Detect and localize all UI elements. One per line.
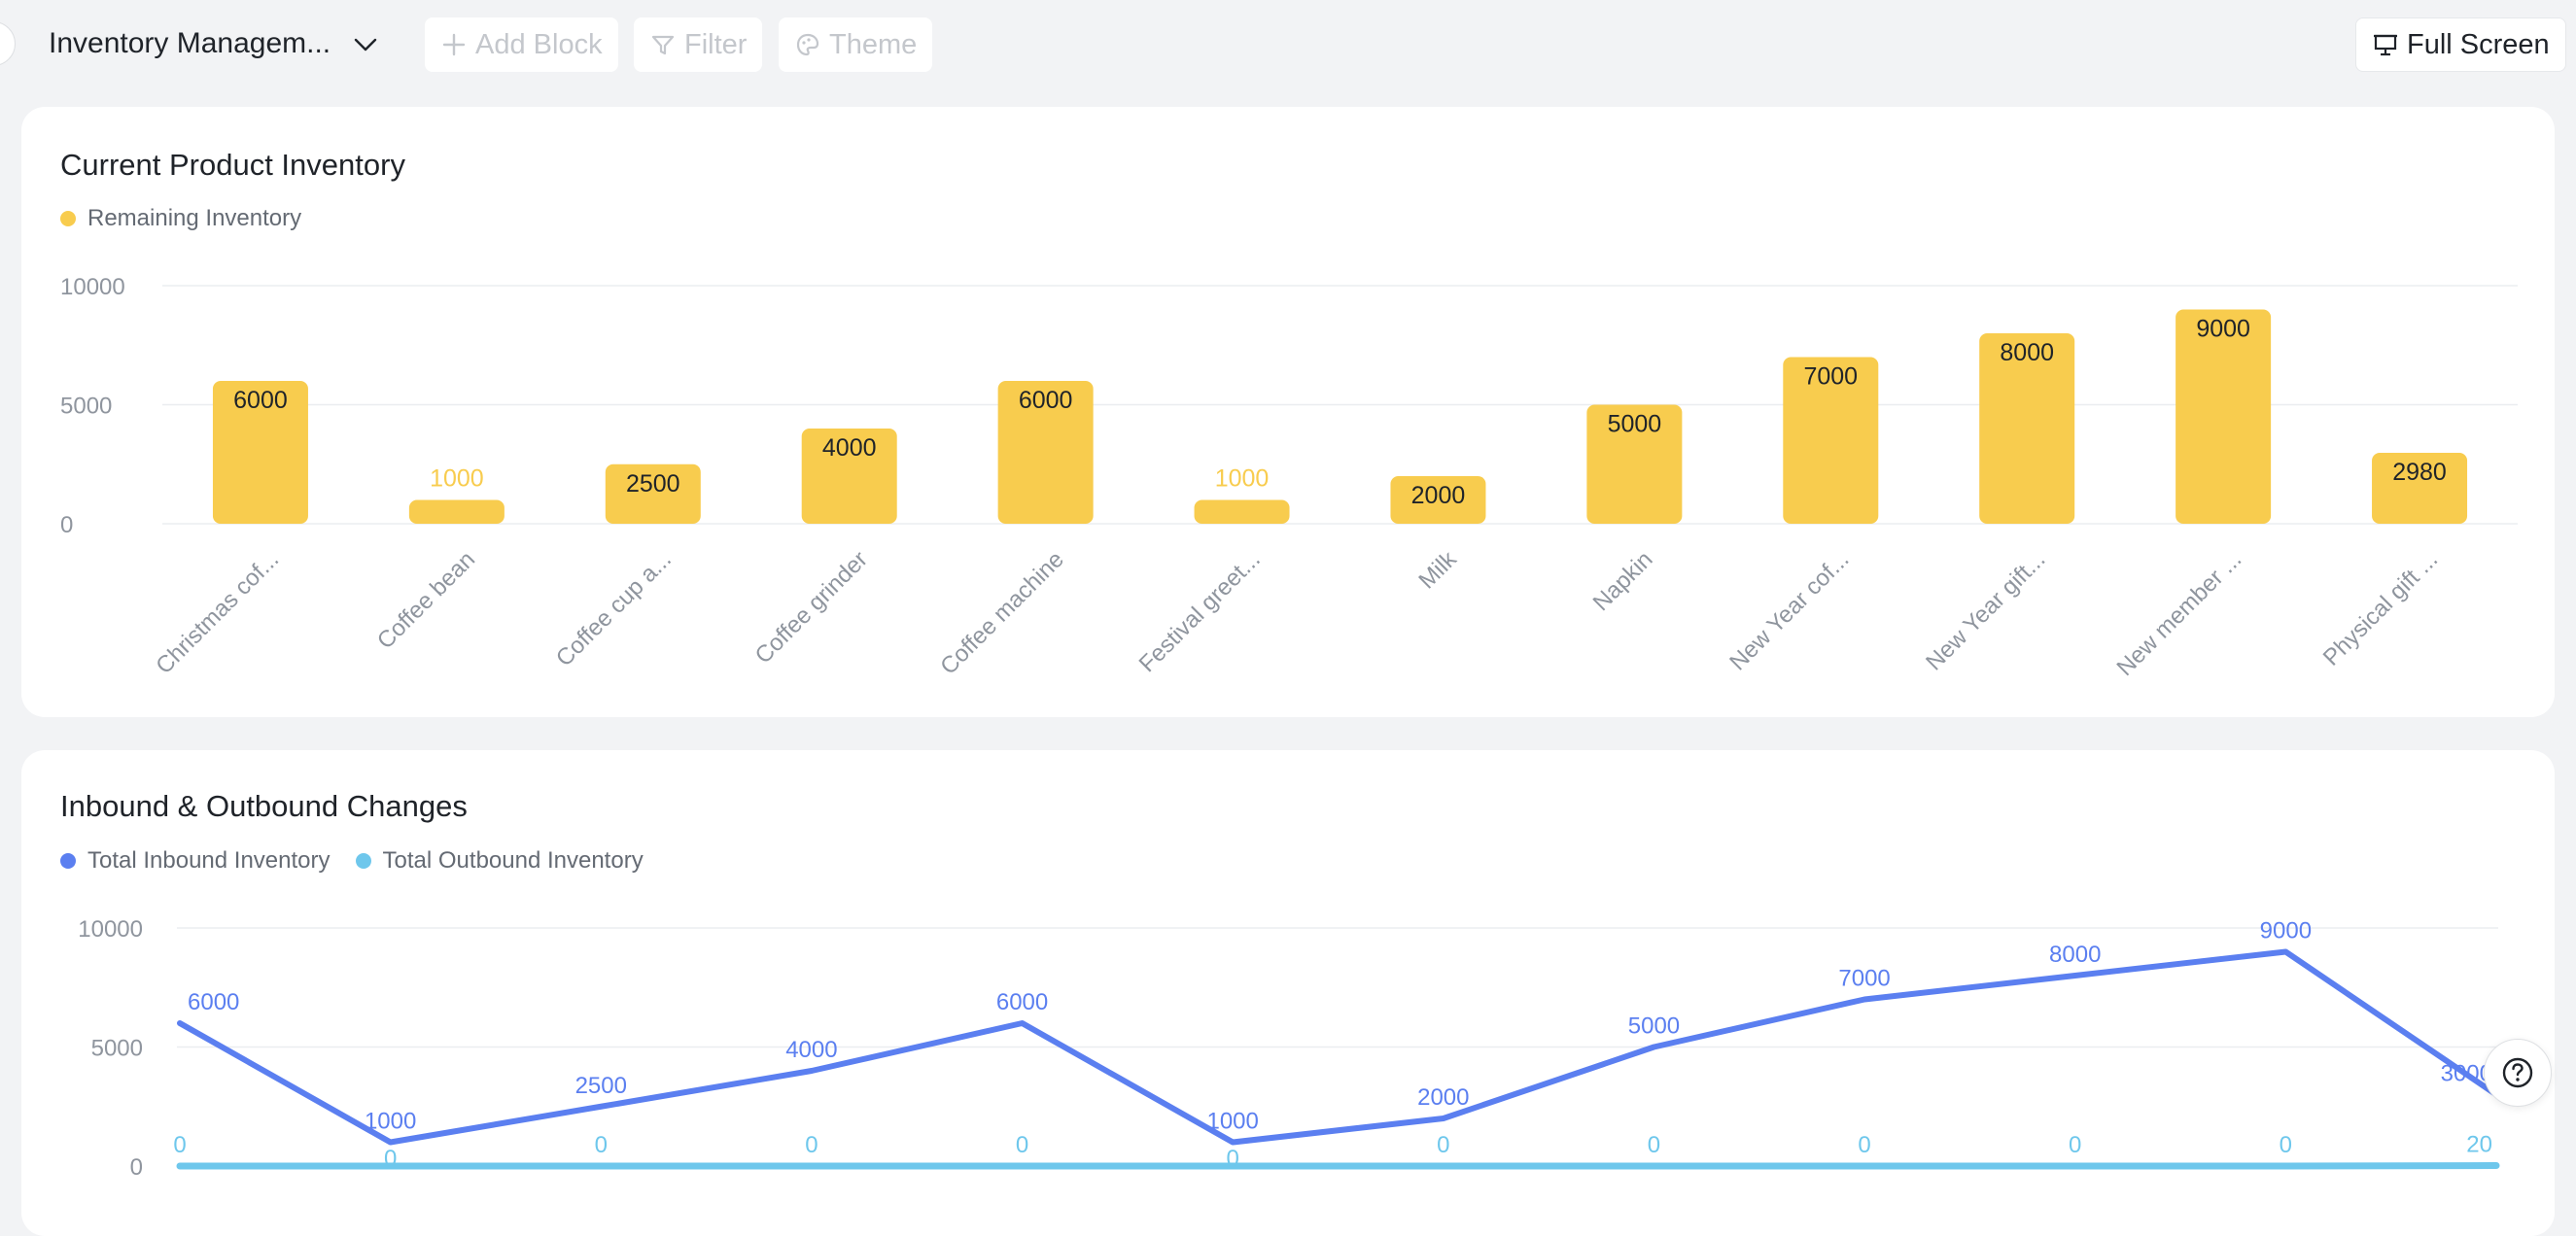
data-label: 7000 [1803, 363, 1858, 391]
palette-icon [794, 31, 821, 58]
inventory-chart-card: Current Product Inventory Remaining Inve… [21, 107, 2555, 717]
chevron-down-icon[interactable] [350, 29, 381, 60]
data-label: 1000 [1206, 1109, 1258, 1135]
add-block-button[interactable]: Add Block [425, 17, 618, 72]
filter-button[interactable]: Filter [634, 17, 762, 72]
inout-chart-card: Inbound & Outbound Changes Total Inbound… [21, 750, 2555, 1236]
data-label: 20 [2466, 1132, 2492, 1158]
x-tick-label: Coffee machine [935, 546, 1069, 680]
data-label: 1000 [430, 465, 484, 493]
y-tick-label: 5000 [60, 394, 112, 420]
y-tick-label: 5000 [91, 1036, 143, 1062]
x-tick-label: Festival greet... [1134, 546, 1266, 677]
dashboard-title[interactable]: Inventory Managem... [49, 27, 331, 60]
data-label: 5000 [1628, 1013, 1680, 1040]
data-label: 0 [1016, 1132, 1028, 1158]
data-label: 6000 [996, 989, 1048, 1015]
data-label: 6000 [1019, 387, 1073, 414]
y-tick-label: 0 [130, 1154, 143, 1181]
data-label: 0 [595, 1132, 608, 1158]
x-tick-label: Coffee bean [372, 546, 480, 654]
data-label: 1000 [1215, 465, 1270, 493]
bar-chart: 0 5000 10000 6000 Christmas cof... 1000 Coffee… [21, 107, 2555, 717]
theme-button[interactable]: Theme [779, 17, 932, 72]
filter-icon [649, 31, 677, 58]
data-label: 0 [173, 1132, 186, 1158]
x-tick-label: Coffee grinder [750, 546, 873, 669]
line-chart: 0500010000600010002500400060001000200050… [21, 750, 2555, 1236]
plus-icon [440, 31, 468, 58]
data-label: 9000 [2260, 918, 2312, 944]
x-tick-label: Coffee cup a... [551, 546, 677, 671]
x-tick-label: New Year cof... [1724, 546, 1854, 675]
data-label: 0 [2069, 1132, 2081, 1158]
filter-label: Filter [684, 29, 747, 61]
presentation-icon [2372, 31, 2399, 58]
data-label: 0 [384, 1146, 397, 1172]
full-screen-label: Full Screen [2407, 29, 2550, 61]
bar [1195, 500, 1290, 525]
data-label: 4000 [785, 1037, 837, 1063]
x-tick-label: Christmas cof... [151, 546, 284, 679]
data-label: 9000 [2196, 316, 2250, 343]
x-tick-label: Physical gift ... [2318, 546, 2444, 671]
sidebar-toggle[interactable] [0, 21, 16, 66]
full-screen-button[interactable]: Full Screen [2355, 17, 2566, 72]
data-label: 0 [1437, 1132, 1449, 1158]
data-label: 8000 [2000, 339, 2054, 366]
add-block-label: Add Block [475, 29, 603, 61]
y-tick-label: 0 [60, 512, 73, 538]
y-tick-label: 10000 [60, 274, 125, 300]
data-label: 2500 [626, 470, 680, 498]
toolbar: Inventory Managem... Add Block Filter Th… [0, 0, 2576, 89]
x-tick-label: Napkin [1588, 546, 1658, 616]
data-label: 0 [1227, 1146, 1239, 1172]
bar [409, 500, 505, 525]
help-button[interactable] [2484, 1039, 2552, 1107]
data-label: 0 [805, 1132, 818, 1158]
y-tick-label: 10000 [78, 916, 143, 943]
x-tick-label: New member ... [2112, 546, 2247, 681]
data-label: 0 [1648, 1132, 1660, 1158]
x-tick-label: Milk [1413, 545, 1462, 594]
data-label: 2000 [1417, 1084, 1469, 1111]
x-tick-label: New Year gift... [1921, 546, 2050, 675]
data-label: 2500 [575, 1073, 627, 1099]
theme-label: Theme [829, 29, 917, 61]
question-circle-icon [2500, 1055, 2535, 1090]
data-label: 0 [1858, 1132, 1870, 1158]
data-label: 8000 [2049, 942, 2101, 968]
data-label: 7000 [1838, 966, 1890, 992]
data-label: 5000 [1608, 411, 1662, 438]
data-label: 2000 [1411, 482, 1466, 509]
data-label: 6000 [233, 387, 288, 414]
data-label: 4000 [822, 434, 877, 462]
data-label: 1000 [365, 1109, 416, 1135]
data-label: 2980 [2392, 459, 2447, 486]
data-label: 0 [2280, 1132, 2292, 1158]
data-label: 6000 [188, 989, 239, 1015]
